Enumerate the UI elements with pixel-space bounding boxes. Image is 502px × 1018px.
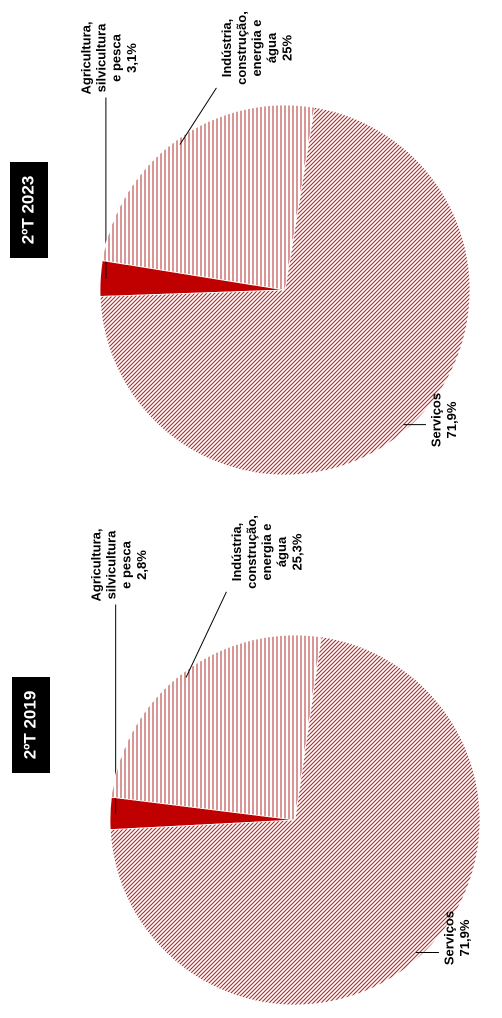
pie-chart: 2ºT 2023 Agricultura,silviculturae pesca 3… bbox=[10, 11, 471, 476]
title-box bbox=[12, 677, 50, 773]
pie-slice bbox=[110, 634, 322, 821]
slice-label: Agricultura,silviculturae pesca 3,1% bbox=[79, 22, 139, 95]
slice-label: Serviços 71,9% bbox=[429, 393, 459, 447]
title-box bbox=[10, 162, 48, 258]
category-label: Agricultura,silviculturae pesca bbox=[89, 529, 134, 602]
slice-label: Indústria,construção,energia eágua 25,3% bbox=[229, 515, 304, 589]
category-label: Indústria,construção,energia eágua bbox=[229, 515, 289, 589]
value-label: 25% bbox=[279, 35, 294, 61]
pie-slice bbox=[109, 636, 481, 1006]
pie-slice bbox=[101, 104, 315, 291]
slice-label: Indústria,construção,energia eágua 25% bbox=[219, 11, 294, 85]
slice-label: Serviços 71,9% bbox=[442, 911, 472, 965]
category-label: Indústria,construção,energia eágua bbox=[219, 11, 279, 85]
value-label: 71,9% bbox=[457, 919, 472, 956]
category-label: Serviços bbox=[442, 911, 457, 965]
value-label: 71,9% bbox=[444, 401, 459, 438]
leader-line bbox=[179, 87, 217, 145]
category-label: Serviços bbox=[429, 393, 444, 447]
chart-title: 2ºT 2023 bbox=[18, 176, 37, 245]
category-label: Agricultura,silviculturae pesca bbox=[79, 22, 124, 95]
chart-title: 2ºT 2019 bbox=[20, 691, 39, 760]
value-label: 2,8% bbox=[134, 550, 149, 580]
value-label: 25,3% bbox=[289, 533, 304, 570]
value-label: 3,1% bbox=[124, 43, 139, 73]
pie-slice bbox=[99, 106, 471, 476]
leader-line bbox=[185, 591, 227, 678]
slice-label: Agricultura,silviculturae pesca 2,8% bbox=[89, 529, 149, 602]
